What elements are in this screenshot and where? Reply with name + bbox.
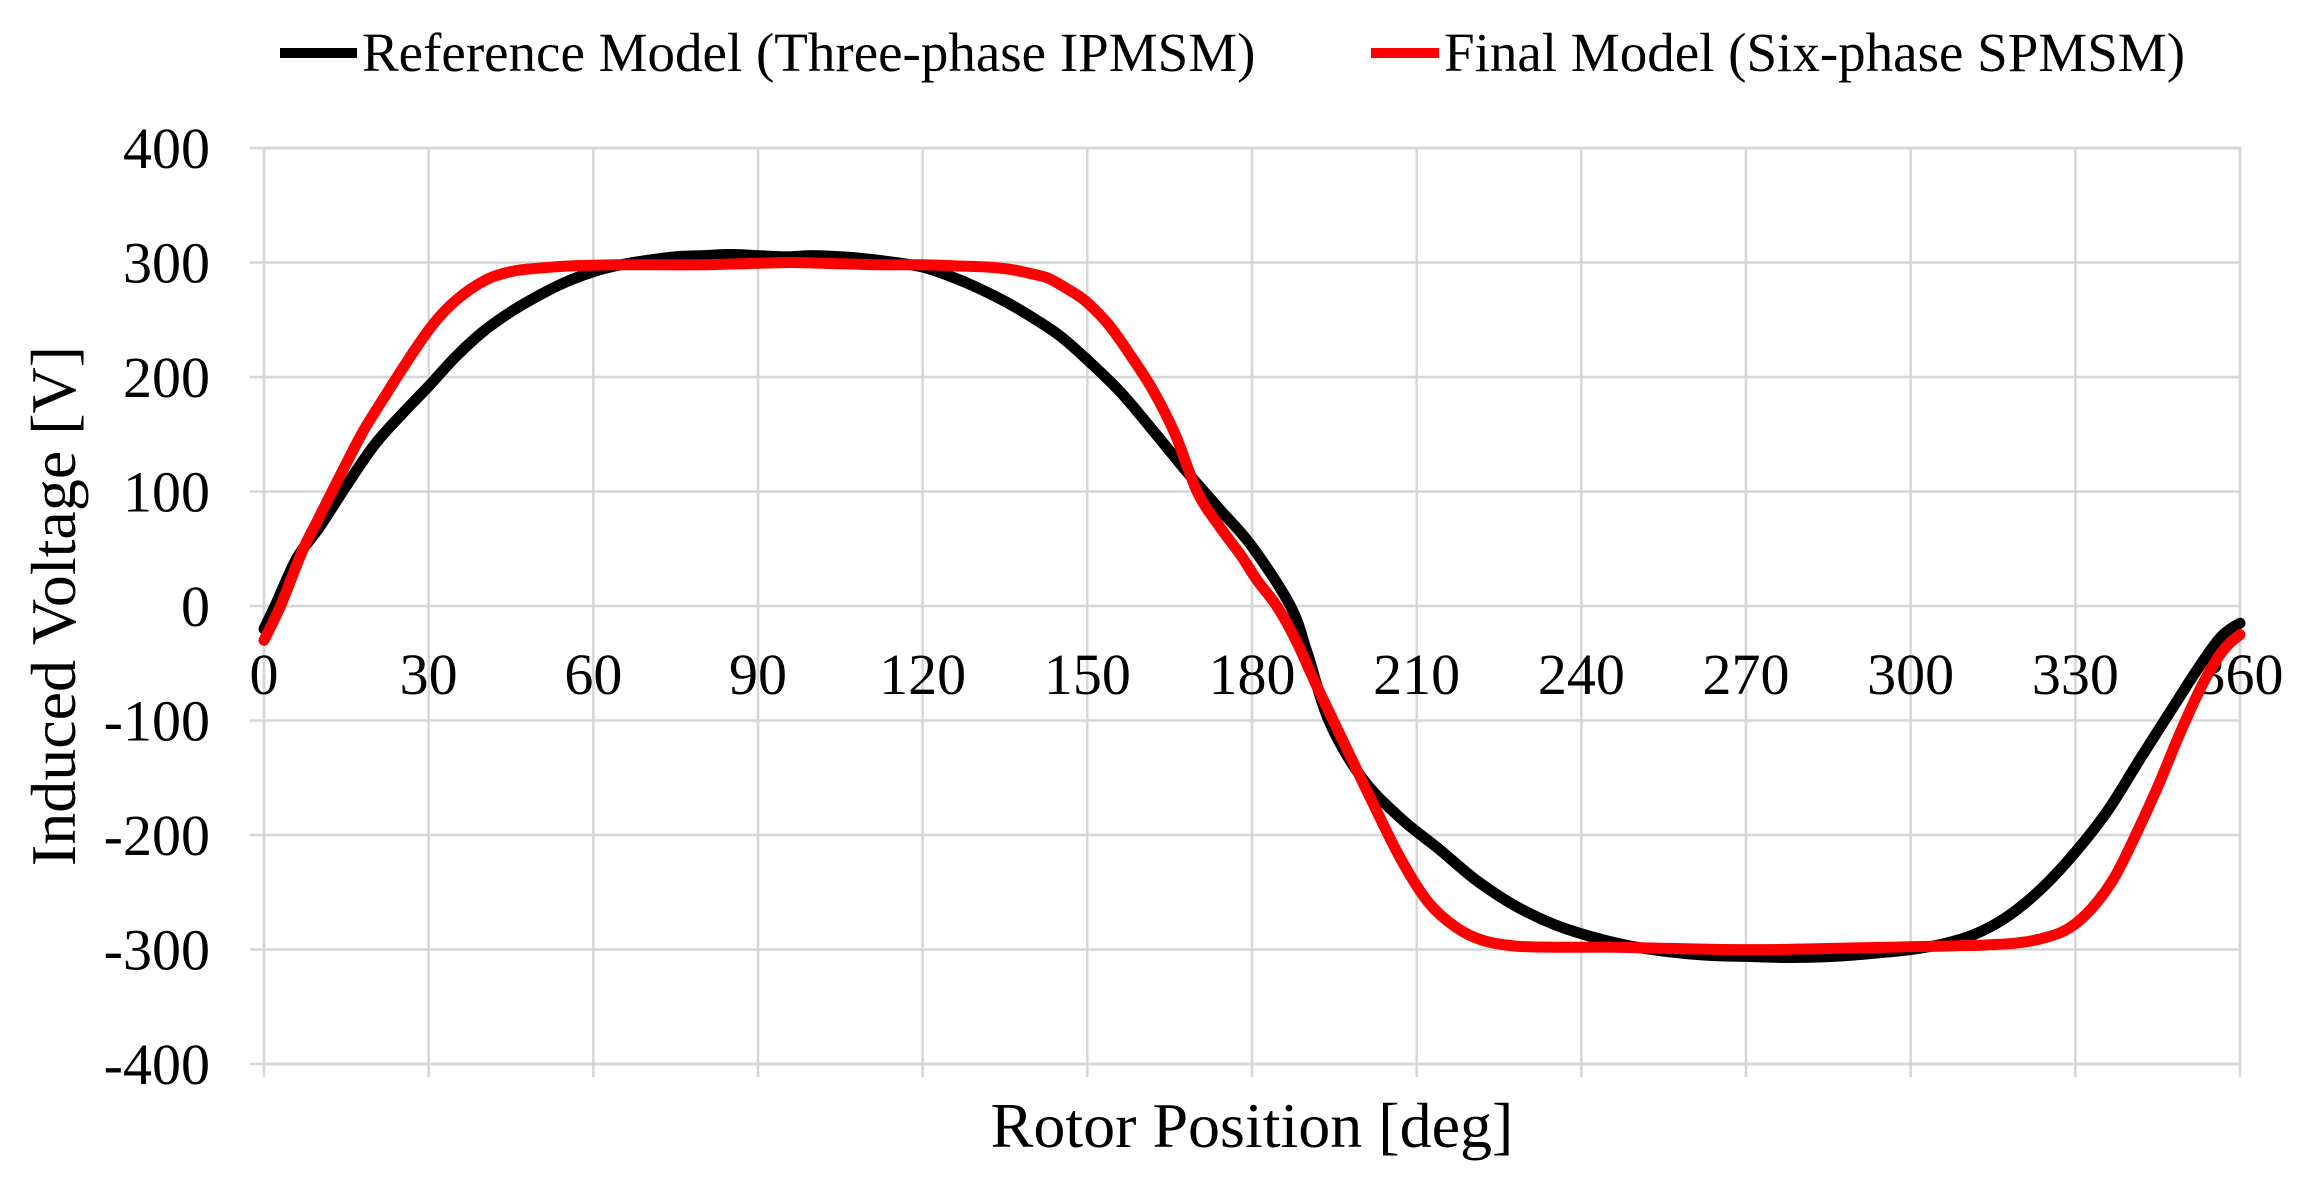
legend-item-reference-model: Reference Model (Three-phase IPMSM) [280, 22, 1255, 83]
y-axis-title: Induced Voltage [V] [18, 346, 89, 866]
y-tick-label: 400 [123, 116, 210, 181]
x-axis-tick-labels: 0 30 60 90 120 150 180 210 240 270 300 330 360 [250, 642, 2284, 707]
x-tick-label: 60 [564, 642, 622, 707]
x-axis-title: Rotor Position [deg] [991, 1090, 1514, 1161]
y-tick-label: -400 [104, 1032, 210, 1097]
legend-item-final-model: Final Model (Six-phase SPMSM) [1371, 22, 2185, 83]
x-tick-label: 210 [1373, 642, 1460, 707]
gridlines [250, 146, 2242, 1077]
legend-label: Reference Model (Three-phase IPMSM) [362, 22, 1255, 83]
x-tick-label: 300 [1867, 642, 1954, 707]
x-tick-label: 180 [1209, 642, 1296, 707]
x-tick-label: 240 [1538, 642, 1625, 707]
y-tick-label: 100 [123, 460, 210, 525]
series-line-final-model [258, 257, 2246, 956]
y-tick-label: 200 [123, 345, 210, 410]
x-tick-label: 90 [729, 642, 787, 707]
x-tick-label: 30 [400, 642, 458, 707]
y-axis-tick-labels: 400 300 200 100 0 -100 -200 -300 -400 [104, 116, 210, 1097]
y-tick-label: 300 [123, 231, 210, 296]
legend-label: Final Model (Six-phase SPMSM) [1444, 22, 2185, 83]
x-tick-label: 120 [879, 642, 966, 707]
x-tick-label: 150 [1044, 642, 1131, 707]
plot-area-border [262, 146, 2242, 1066]
x-tick-label: 330 [2032, 642, 2119, 707]
y-tick-label: 0 [181, 574, 210, 639]
y-tick-label: -200 [104, 803, 210, 868]
y-tick-label: -100 [104, 689, 210, 754]
x-tick-label: 270 [1703, 642, 1790, 707]
y-tick-label: -300 [104, 918, 210, 983]
legend: Reference Model (Three-phase IPMSM) Final… [280, 22, 2185, 83]
x-tick-label: 0 [250, 642, 279, 707]
